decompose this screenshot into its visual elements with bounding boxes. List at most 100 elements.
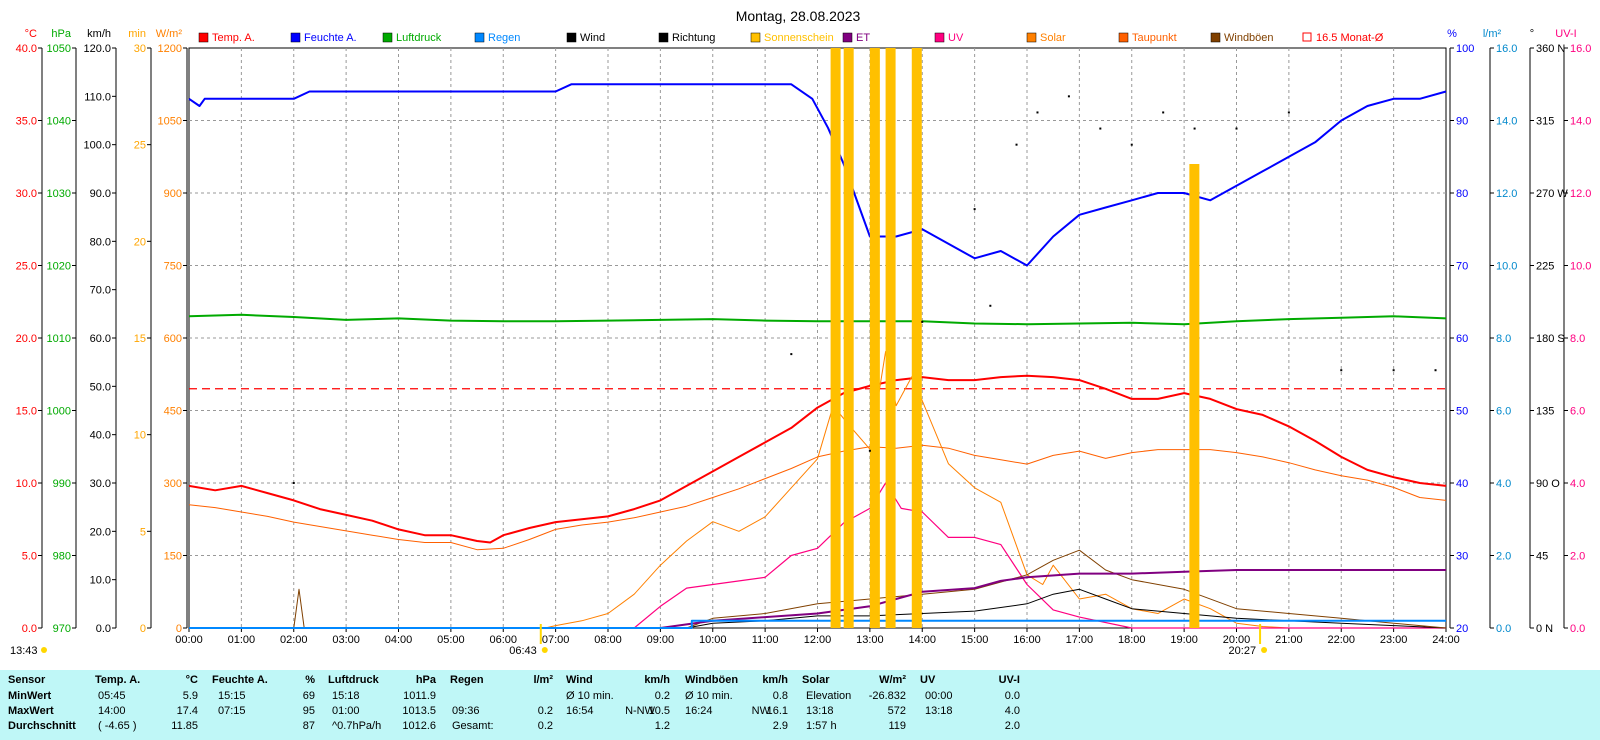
stats-solar-time: 1:57 h bbox=[806, 720, 837, 732]
pressure-tick-label: 1030 bbox=[47, 188, 71, 200]
humidity-tick-label: 60 bbox=[1456, 333, 1468, 345]
direction-tick-label: 180 S bbox=[1536, 333, 1565, 345]
stats-press-time: 15:18 bbox=[332, 690, 360, 702]
legend-label: Taupunkt bbox=[1132, 32, 1177, 44]
rain-tick-label: 4.0 bbox=[1496, 478, 1511, 490]
stats-temp-time: 14:00 bbox=[98, 705, 126, 717]
feuchte-a-line bbox=[188, 83, 1447, 267]
stats-hum-value: 95 bbox=[302, 705, 315, 717]
wind-tick-label: 0.0 bbox=[96, 623, 111, 635]
rain-tick-label: 6.0 bbox=[1496, 406, 1511, 418]
wind-tick-label: 50.0 bbox=[90, 381, 111, 393]
pressure-tick-label: 1020 bbox=[47, 261, 71, 273]
stats-solar-value: 572 bbox=[887, 705, 906, 717]
humidity-tick-label: 70 bbox=[1456, 261, 1468, 273]
sunshine-tick-label: 15 bbox=[134, 333, 146, 345]
legend-label: Wind bbox=[580, 32, 605, 44]
stats-row-label: Durchschnitt bbox=[8, 720, 76, 732]
direction-point bbox=[1193, 127, 1196, 130]
wind-tick-label: 10.0 bbox=[90, 575, 111, 587]
direction-point bbox=[989, 304, 992, 307]
sunshine-bar bbox=[843, 48, 854, 628]
stats-press-value: 1013.5 bbox=[402, 705, 436, 717]
legend-label: Solar bbox=[1040, 32, 1066, 44]
stats-press-time: ^0.7hPa/h bbox=[332, 720, 382, 732]
sunshine-unit-label: min bbox=[128, 28, 146, 40]
rain-unit-label: l/m² bbox=[1483, 28, 1502, 40]
temp-a-line bbox=[188, 374, 1447, 544]
uvi-tick-label: 10.0 bbox=[1570, 261, 1591, 273]
x-tick-label: 10:00 bbox=[699, 634, 727, 646]
uvi-tick-label: 4.0 bbox=[1570, 478, 1585, 490]
stats-header-unit: hPa bbox=[415, 674, 436, 686]
temp-tick-label: 0.0 bbox=[22, 623, 37, 635]
x-tick-label: 02:00 bbox=[280, 634, 308, 646]
stats-hum-value: 69 bbox=[302, 690, 315, 702]
stats-press-time: 01:00 bbox=[332, 705, 360, 717]
solar-tick-label: 1200 bbox=[158, 43, 182, 55]
chart-title: Montag, 28.08.2023 bbox=[736, 8, 861, 24]
stats-gust-time: 16:24 bbox=[685, 705, 713, 717]
uvi-tick-label: 6.0 bbox=[1570, 406, 1585, 418]
rain-tick-label: 12.0 bbox=[1496, 188, 1517, 200]
uvi-tick-label: 14.0 bbox=[1570, 116, 1591, 128]
legend-swatch bbox=[1210, 32, 1221, 43]
legend-swatch bbox=[474, 32, 485, 43]
humidity-tick-label: 100 bbox=[1456, 43, 1474, 55]
sunshine-bar bbox=[911, 48, 922, 628]
pressure-tick-label: 1000 bbox=[47, 406, 71, 418]
wind-tick-label: 40.0 bbox=[90, 430, 111, 442]
stats-header-unit: km/h bbox=[644, 674, 670, 686]
direction-point bbox=[1036, 111, 1039, 114]
direction-tick-label: 135 bbox=[1536, 406, 1554, 418]
wind-tick-label: 80.0 bbox=[90, 236, 111, 248]
stats-header-unit: % bbox=[305, 674, 315, 686]
temp-tick-label: 40.0 bbox=[16, 43, 37, 55]
stats-uv-value: 2.0 bbox=[1004, 720, 1020, 732]
stats-temp-time: 05:45 bbox=[98, 690, 126, 702]
legend-swatch bbox=[290, 32, 301, 43]
direction-tick-label: 315 bbox=[1536, 116, 1554, 128]
legend-swatch bbox=[842, 32, 853, 43]
legend-label: Sonnenschein bbox=[764, 32, 834, 44]
pressure-tick-label: 970 bbox=[53, 623, 71, 635]
wind-tick-label: 20.0 bbox=[90, 526, 111, 538]
solar-unit-label: W/m² bbox=[156, 28, 183, 40]
legend-label: UV bbox=[948, 32, 964, 44]
stats-header-unit: °C bbox=[185, 674, 198, 686]
stats-uv-time: 13:18 bbox=[925, 705, 953, 717]
stats-uv-value: 4.0 bbox=[1004, 705, 1020, 717]
wind-tick-label: 70.0 bbox=[90, 285, 111, 297]
sunshine-bar bbox=[869, 48, 880, 628]
direction-tick-label: 90 O bbox=[1536, 478, 1560, 490]
weather-chart: Montag, 28.08.2023 Temp. A. Feuchte A. Luf… bbox=[10, 8, 1592, 657]
sunshine-tick-label: 10 bbox=[134, 430, 146, 442]
rain-tick-label: 16.0 bbox=[1496, 43, 1517, 55]
rain-tick-label: 2.0 bbox=[1496, 551, 1511, 563]
humidity-tick-label: 80 bbox=[1456, 188, 1468, 200]
wind-tick-label: 60.0 bbox=[90, 333, 111, 345]
legend-swatch bbox=[658, 32, 669, 43]
rain-tick-label: 0.0 bbox=[1496, 623, 1511, 635]
sunshine-bar bbox=[885, 48, 896, 628]
direction-point bbox=[1067, 95, 1070, 98]
x-tick-label: 11:00 bbox=[752, 634, 779, 646]
regen-line bbox=[189, 619, 1446, 629]
stats-solar-value: 119 bbox=[888, 720, 906, 732]
stats-header-unit: W/m² bbox=[879, 674, 906, 686]
stats-rain-time: Gesamt: bbox=[452, 720, 494, 732]
direction-point bbox=[292, 482, 295, 484]
stats-temp-value: 11.85 bbox=[171, 720, 198, 732]
stats-header-gusts: Windböen bbox=[685, 674, 739, 686]
stats-wind-time: Ø 10 min. bbox=[566, 690, 614, 702]
day-length-label: 13:43 bbox=[10, 645, 38, 657]
stats-solar-time: 13:18 bbox=[806, 705, 834, 717]
x-tick-label: 15:00 bbox=[961, 634, 989, 646]
x-tick-label: 08:00 bbox=[594, 634, 622, 646]
sunshine-bar bbox=[1189, 164, 1200, 628]
axes: 00:00 01:00 02:00 03:00 04:00 05:00 06:00 07:00… bbox=[16, 28, 1592, 646]
stats-header-wind: Wind bbox=[566, 674, 593, 686]
temp-tick-label: 5.0 bbox=[22, 551, 37, 563]
legend-swatch bbox=[198, 32, 209, 43]
legend-swatch bbox=[1026, 32, 1037, 43]
